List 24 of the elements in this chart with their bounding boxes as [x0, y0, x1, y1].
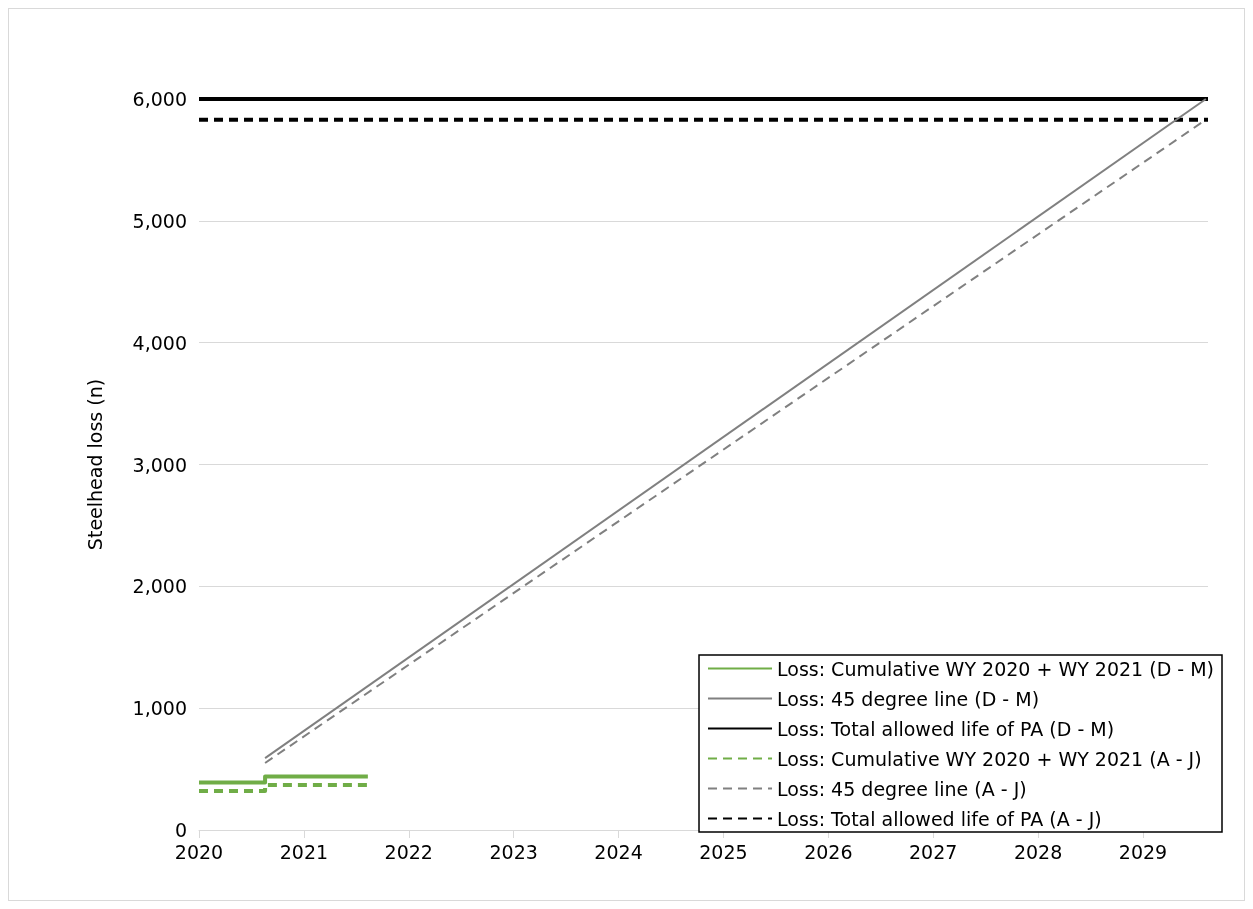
y-tick-label: 6,000 — [132, 88, 187, 110]
legend-label: Loss: 45 degree line (D - M) — [777, 687, 1040, 710]
y-tick-label: 1,000 — [132, 697, 187, 720]
x-tick-label: 2023 — [489, 840, 538, 863]
y-tick-label: 0 — [174, 819, 187, 841]
x-tick-label: 2020 — [174, 840, 224, 863]
legend-label: Loss: Cumulative WY 2020 + WY 2021 (D - M) — [777, 657, 1215, 680]
x-tick-label: 2029 — [1118, 840, 1168, 863]
y-tick-label: 2,000 — [132, 575, 187, 598]
legend-label: Loss: Total allowed life of PA (D - M) — [777, 717, 1115, 740]
x-tick-label: 2022 — [384, 840, 433, 863]
legend-label: Loss: Cumulative WY 2020 + WY 2021 (A - J) — [777, 747, 1202, 770]
x-tick-label: 2027 — [909, 840, 958, 863]
legend-label: Loss: 45 degree line (A - J) — [777, 777, 1027, 800]
y-tick-label: 3,000 — [132, 453, 187, 476]
legend-label: Loss: Total allowed life of PA (A - J) — [777, 807, 1102, 830]
y-tick-label: 5,000 — [132, 209, 187, 232]
x-tick-label: 2025 — [699, 840, 748, 863]
x-tick-label: 2026 — [804, 840, 853, 863]
y-axis-title: Steelhead loss (n) — [83, 378, 106, 551]
x-tick-label: 2028 — [1013, 840, 1063, 863]
y-tick-label: 4,000 — [132, 331, 187, 354]
x-tick-label: 2024 — [594, 840, 643, 863]
x-tick-label: 2021 — [279, 840, 329, 863]
